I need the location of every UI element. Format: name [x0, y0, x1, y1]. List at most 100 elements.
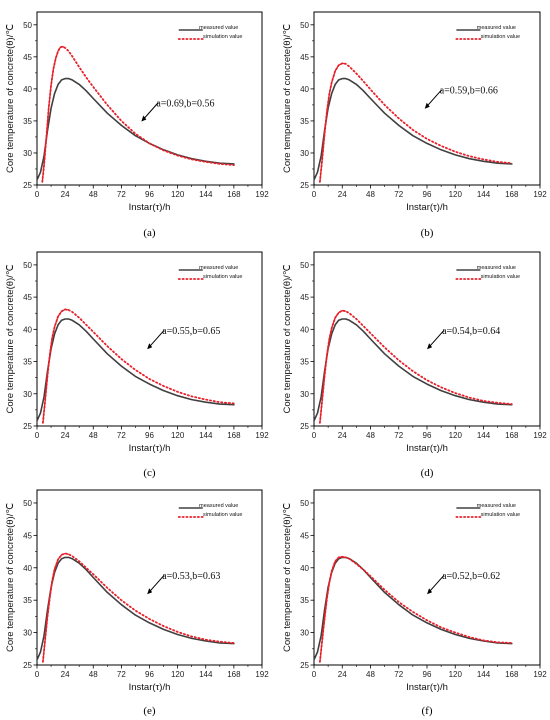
chart-4-y-tick-label: 35 — [300, 358, 309, 367]
chart-6-x-tick-label: 48 — [366, 670, 375, 679]
chart-2-legend-label-measured: measured value — [477, 25, 516, 31]
chart-4-simulation-rise-line — [319, 309, 346, 423]
chart-1-x-tick-label: 96 — [145, 190, 154, 199]
chart-2-annotation-arrowhead — [424, 102, 430, 109]
chart-3-y-tick-label: 35 — [23, 358, 32, 367]
chart-5-simulation-rise-line — [42, 552, 69, 662]
chart-1-x-tick-label: 144 — [199, 190, 213, 199]
chart-1-y-tick-label: 45 — [23, 53, 32, 62]
chart-2-panel: 0 24 48 72 96 120 144 168 192 25 30 35 40 45 50 Instar(… — [282, 11, 547, 239]
chart-1-panel: 0 24 48 72 96 120 144 168 192 25 30 35 40 45 50 Instar(… — [5, 11, 269, 239]
chart-6-x-tick-label: 168 — [505, 670, 519, 679]
chart-4-x-tick-label: 120 — [449, 431, 463, 440]
chart-4-y-tick-label: 50 — [300, 261, 309, 270]
chart-4-x-tick-label: 48 — [366, 431, 375, 440]
chart-4-y-tick-label: 25 — [300, 422, 309, 431]
chart-6-y-tick-label: 45 — [300, 531, 309, 540]
chart-3-x-tick-label: 96 — [145, 431, 154, 440]
chart-1-x-tick-label: 168 — [227, 190, 241, 199]
chart-6-x-tick-label: 96 — [423, 670, 432, 679]
chart-5-x-tick-label: 72 — [117, 670, 126, 679]
chart-5-y-tick-label: 50 — [23, 499, 32, 508]
chart-5-annotation-text: a=0.53,b=0.63 — [162, 571, 220, 582]
chart-2-simulation-value-line — [318, 62, 513, 183]
chart-6-y-tick-label: 50 — [300, 499, 309, 508]
chart-6-x-tick-label: 0 — [312, 670, 317, 679]
chart-2-y-axis-title: Core temperature of concrete(θ)/℃ — [282, 24, 293, 173]
chart-2-x-tick-label: 144 — [477, 190, 491, 199]
chart-6-x-axis-title: Instar(τ)/h — [406, 682, 448, 693]
chart-4-y-axis-title: Core temperature of concrete(θ)/℃ — [282, 264, 293, 413]
chart-4-annotation-arrow — [427, 329, 445, 349]
chart-1-x-tick-label: 120 — [171, 190, 185, 199]
chart-6-y-tick-label: 40 — [300, 564, 309, 573]
chart-5-x-tick-label: 48 — [89, 670, 98, 679]
chart-4-panel: 0 24 48 72 96 120 144 168 192 25 30 35 40 45 50 Instar(… — [282, 251, 547, 479]
chart-1-y-tick-label: 35 — [23, 117, 32, 126]
chart-1-simulation-rise-line — [41, 45, 66, 182]
chart-5-y-axis-title: Core temperature of concrete(θ)/℃ — [5, 503, 16, 652]
chart-6-x-tick-label: 192 — [533, 670, 547, 679]
chart-2-panel-label: (b) — [421, 227, 434, 239]
chart-2-x-tick-label: 72 — [394, 190, 403, 199]
chart-5-x-tick-label: 96 — [145, 670, 154, 679]
chart-6-x-tick-label: 24 — [338, 670, 347, 679]
chart-3-y-tick-label: 25 — [23, 422, 32, 431]
chart-3-simulation-rise-line — [42, 308, 69, 423]
chart-4-annotation-text: a=0.54,b=0.64 — [442, 326, 500, 337]
chart-6-y-tick-label: 30 — [300, 629, 309, 638]
chart-1-x-tick-label: 192 — [255, 190, 269, 199]
chart-3-panel-label: (c) — [143, 467, 156, 479]
chart-2-y-tick-label: 30 — [300, 149, 309, 158]
chart-6-x-tick-label: 144 — [477, 670, 491, 679]
chart-5-y-tick-label: 30 — [23, 629, 32, 638]
chart-6-y-tick-label: 35 — [300, 596, 309, 605]
chart-5-x-tick-label: 120 — [171, 670, 185, 679]
chart-1-x-tick-label: 24 — [61, 190, 70, 199]
chart-4-x-tick-label: 192 — [533, 431, 547, 440]
chart-2-annotation-arrow — [425, 89, 443, 109]
chart-5-x-tick-label: 192 — [255, 670, 269, 679]
chart-5-legend-label-simulation: simulation value — [203, 512, 242, 518]
chart-1-annotation-arrowhead — [141, 115, 147, 122]
chart-6-y-tick-label: 25 — [300, 661, 309, 670]
chart-5-x-tick-label: 168 — [227, 670, 241, 679]
chart-2-x-tick-label: 120 — [449, 190, 463, 199]
chart-1-legend-label-measured: measured value — [199, 25, 238, 31]
chart-2-y-tick-label: 50 — [300, 21, 309, 30]
chart-2-x-tick-label: 24 — [338, 190, 347, 199]
chart-1-y-tick-label: 50 — [23, 21, 32, 30]
chart-2-y-tick-label: 40 — [300, 85, 309, 94]
chart-6-simulation-rise-line — [319, 556, 346, 662]
chart-4-y-tick-label: 45 — [300, 293, 309, 302]
chart-5-annotation-arrow — [147, 574, 165, 594]
chart-1-measured-value-line — [36, 77, 235, 181]
chart-1-y-tick-label: 30 — [23, 149, 32, 158]
chart-3-legend-label-measured: measured value — [199, 265, 238, 271]
chart-3-x-tick-label: 120 — [171, 431, 185, 440]
chart-1-y-tick-label: 40 — [23, 85, 32, 94]
chart-6-annotation-arrowhead — [427, 588, 433, 595]
chart-2-x-axis-title: Instar(τ)/h — [406, 202, 448, 213]
chart-2-y-tick-label: 35 — [300, 117, 309, 126]
chart-3-y-tick-label: 40 — [23, 325, 32, 334]
chart-3-panel: 0 24 48 72 96 120 144 168 192 25 30 35 40 45 50 Instar(… — [5, 251, 269, 479]
chart-5-annotation-arrowhead — [147, 588, 153, 595]
chart-3-x-tick-label: 192 — [255, 431, 269, 440]
chart-5-x-tick-label: 144 — [199, 670, 213, 679]
chart-3-y-axis-title: Core temperature of concrete(θ)/℃ — [5, 264, 16, 413]
chart-4-y-tick-label: 40 — [300, 325, 309, 334]
chart-3-annotation-text: a=0.55,b=0.65 — [162, 326, 220, 337]
chart-5-simulation-value-line — [42, 552, 235, 663]
chart-3-y-tick-label: 45 — [23, 293, 32, 302]
chart-6-x-tick-label: 120 — [449, 670, 463, 679]
chart-2-x-tick-label: 48 — [366, 190, 375, 199]
chart-5-panel-label: (e) — [143, 705, 156, 717]
chart-6-y-axis-title: Core temperature of concrete(θ)/℃ — [282, 503, 293, 652]
chart-2-y-tick-label: 45 — [300, 53, 309, 62]
chart-1-panel-label: (a) — [143, 227, 156, 239]
chart-2-x-tick-label: 168 — [505, 190, 519, 199]
chart-4-annotation-arrowhead — [427, 343, 433, 350]
chart-3-x-tick-label: 48 — [89, 431, 98, 440]
